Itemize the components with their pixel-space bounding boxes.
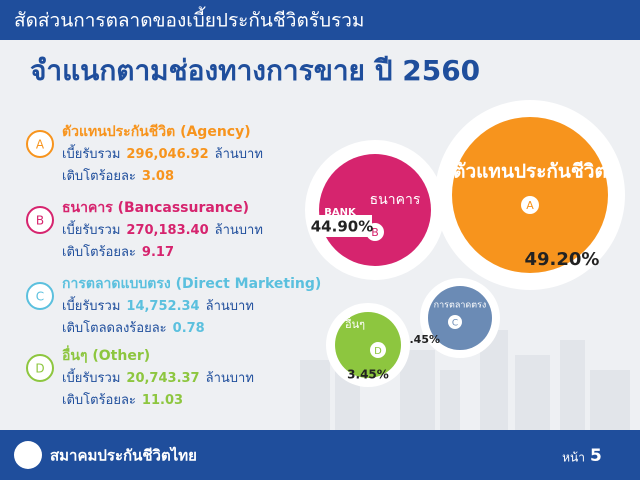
letter: C [36, 290, 44, 304]
share: 3.45% [347, 368, 389, 382]
letter: B [36, 214, 44, 228]
growth-line: เติบโตร้อยละ 9.17 [62, 244, 174, 260]
premium: 296,046.92 [126, 147, 208, 162]
premium-label: เบี้ยรับรวม [62, 220, 120, 238]
letter: D [35, 362, 44, 376]
growth: 9.17 [142, 245, 174, 260]
premium-label: เบี้ยรับรวม [62, 296, 120, 314]
premium-label: เบี้ยรับรวม [62, 144, 120, 162]
footer-org: สมาคมประกันชีวิตไทย [50, 446, 197, 465]
circle-label: ตัวแทนประกันชีวิต [453, 161, 607, 183]
channel-name: ธนาคาร (Bancassurance) [62, 200, 249, 216]
unit: ล้านบาท [215, 223, 263, 238]
circle-a [452, 117, 608, 273]
channel-list: A ตัวแทนประกันชีวิต (Agency) เบี้ยรับรวม 29… [26, 124, 321, 408]
growth-label: เติบโตร้อยละ [62, 168, 136, 184]
premium-line: เบี้ยรับรวม 270,183.40 ล้านบาท [62, 220, 263, 238]
letter-circle [26, 282, 54, 310]
channel-name: ตัวแทนประกันชีวิต (Agency) [62, 124, 251, 140]
letter: A [526, 199, 534, 212]
growth-label: เติบโตลดลงร้อยละ [62, 320, 167, 336]
page-number: 5 [590, 446, 602, 466]
letter-badge [448, 315, 462, 329]
share: 49.20% [525, 249, 600, 270]
letter-circle [26, 206, 54, 234]
growth: 3.08 [142, 169, 174, 184]
growth: 11.03 [142, 393, 183, 408]
letter: B [371, 226, 379, 239]
growth-line: เติบโตร้อยละ 11.03 [62, 392, 183, 408]
letter-badge [370, 342, 386, 358]
premium: 20,743.37 [126, 371, 199, 386]
growth-label: เติบโตร้อยละ [62, 244, 136, 260]
letter: C [452, 319, 458, 329]
share: 44.90% [311, 218, 373, 236]
footer-band [0, 430, 640, 480]
title: สัดส่วนการตลาดของเบี้ยประกันชีวิตรับรวม [14, 7, 364, 32]
premium-label: เบี้ยรับรวม [62, 368, 120, 386]
growth-line: เติบโตลดลงร้อยละ 0.78 [62, 320, 205, 336]
logo [14, 441, 42, 469]
unit: ล้านบาท [215, 147, 263, 162]
letter: D [374, 346, 382, 357]
premium-line: เบี้ยรับรวม 20,743.37 ล้านบาท [62, 368, 254, 386]
letter-circle [26, 354, 54, 382]
subtitle: จำแนกตามช่องทางการขาย ปี 2560 [30, 54, 480, 87]
premium: 14,752.34 [126, 299, 199, 314]
growth-label: เติบโตร้อยละ [62, 392, 136, 408]
share: 2.45% [402, 333, 440, 346]
premium-line: เบี้ยรับรวม 296,046.92 ล้านบาท [62, 144, 263, 162]
circle-label: ธนาคาร [370, 192, 421, 208]
page-label: หน้า [562, 451, 585, 465]
unit: ล้านบาท [206, 299, 254, 314]
letter-badge [521, 196, 539, 214]
header-band [0, 0, 640, 40]
channel-name: อื่นๆ (Other) [62, 345, 150, 364]
share-box [312, 215, 372, 237]
premium: 270,183.40 [126, 223, 208, 238]
unit: ล้านบาท [206, 371, 254, 386]
premium-line: เบี้ยรับรวม 14,752.34 ล้านบาท [62, 296, 254, 314]
circle-label: การตลาดตรง [434, 301, 487, 311]
letter: A [36, 138, 45, 152]
growth-line: เติบโตร้อยละ 3.08 [62, 168, 174, 184]
growth: 0.78 [173, 321, 205, 336]
circle-d [335, 312, 401, 378]
letter-circle [26, 130, 54, 158]
circle-b [319, 154, 431, 266]
channel-name: การตลาดแบบตรง (Direct Marketing) [62, 276, 321, 292]
bank-icon: BANK [324, 207, 357, 218]
circle-label: อื่นๆ [345, 316, 365, 331]
